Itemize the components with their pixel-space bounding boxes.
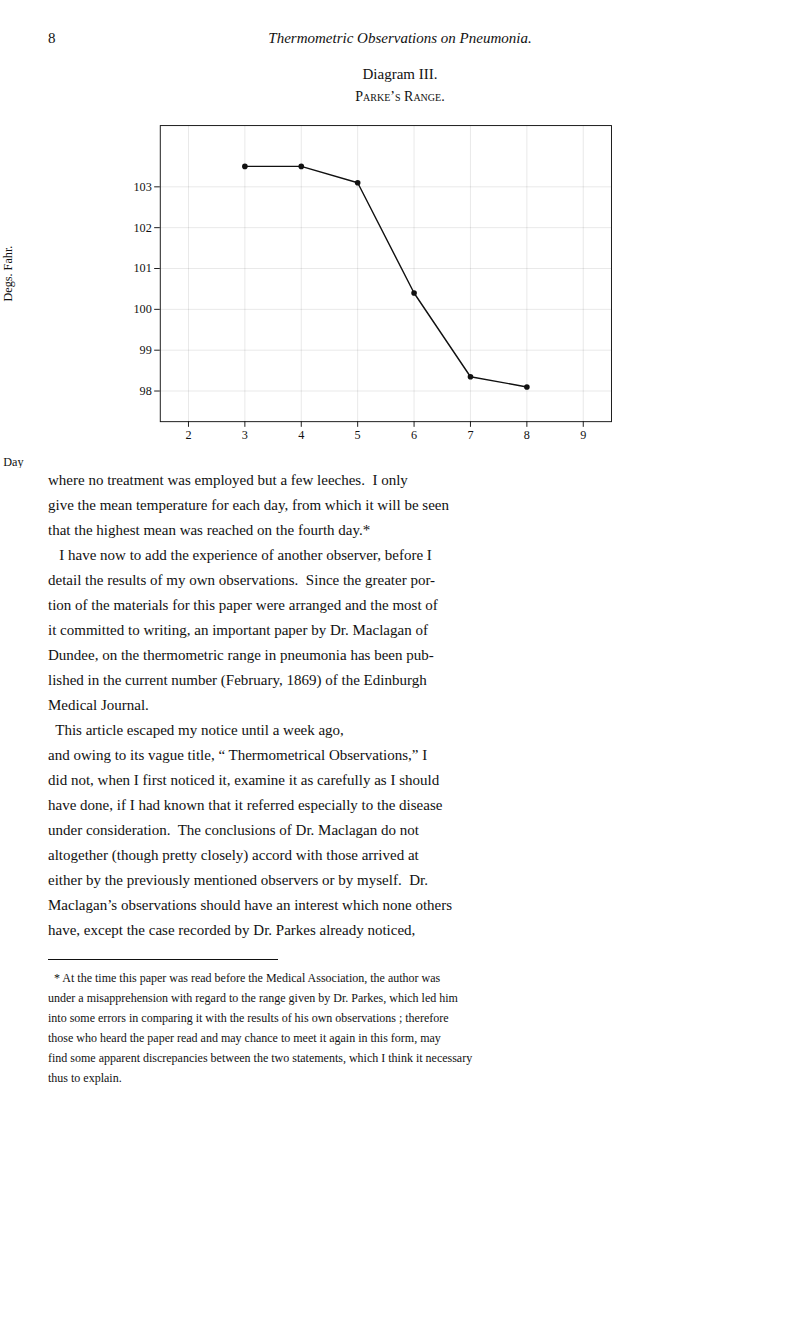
html-text:8: 8 xyxy=(48,30,56,46)
html-text:it committed to writing, an im: it committed to writing, an important pa… xyxy=(48,622,428,639)
svg-text:101: 101 xyxy=(134,261,152,275)
html-text:and owing to its vague title,: and owing to its vague title, “ Thermome… xyxy=(48,747,428,764)
html-text:Medical Journal.: Medical Journal. xyxy=(48,697,149,714)
svg-text:8: 8 xyxy=(524,428,530,442)
svg-text:4: 4 xyxy=(298,428,304,442)
svg-text:5: 5 xyxy=(355,428,361,442)
svg-text:7: 7 xyxy=(467,428,473,442)
html-text:have done, if I had known that: have done, if I had known that it referr… xyxy=(48,797,443,814)
html-text:Maclagan’s observations should: Maclagan’s observations should have an i… xyxy=(48,897,453,914)
html-text:have, except the case recorded: have, except the case recorded by Dr. Pa… xyxy=(48,922,416,939)
html-text:tion of the materials for this: tion of the materials for this paper wer… xyxy=(48,597,438,614)
html-text:Parke’s Range.: Parke’s Range. xyxy=(355,89,445,104)
html-text:Diagram III.: Diagram III. xyxy=(362,66,438,82)
svg-text:100: 100 xyxy=(134,302,152,316)
svg-text:102: 102 xyxy=(134,221,152,235)
svg-text:103: 103 xyxy=(134,180,152,194)
svg-text:Degs. Fahr.: Degs. Fahr. xyxy=(1,246,15,302)
svg-text:3: 3 xyxy=(242,428,248,442)
html-text:Thermometric Observations on P: Thermometric Observations on Pneumonia. xyxy=(268,30,532,46)
html-text:that the highest mean was reac: that the highest mean was reached on the… xyxy=(48,522,371,539)
html-text:This article escaped my notice: This article escaped my notice until a w… xyxy=(48,722,344,739)
svg-text:99: 99 xyxy=(140,343,152,357)
html-text:under a misapprehension with r: under a misapprehension with regard to t… xyxy=(48,991,458,1006)
html-text:either by the previously menti: either by the previously mentioned obser… xyxy=(48,872,428,889)
html-text:thus to explain.: thus to explain. xyxy=(48,1071,122,1086)
html-text:detail the results of my own o: detail the results of my own observation… xyxy=(48,572,436,589)
html-text:find some apparent discrepanci: find some apparent discrepancies between… xyxy=(48,1051,473,1066)
html-text:those who heard the paper read: those who heard the paper read and may c… xyxy=(48,1031,441,1046)
html-text:I have now to add the experien: I have now to add the experience of anot… xyxy=(48,547,432,564)
html-text:* At the time this paper was r: * At the time this paper was read before… xyxy=(48,971,441,986)
svg-text:2: 2 xyxy=(185,428,191,442)
html-text:Dundee, on the thermometric ra: Dundee, on the thermometric range in pne… xyxy=(48,647,434,664)
html-text:lished in the current number (: lished in the current number (February, … xyxy=(48,672,427,689)
html-text:into some errors in comparing: into some errors in comparing it with th… xyxy=(48,1011,449,1026)
html-text:did not, when I first noticed: did not, when I first noticed it, examin… xyxy=(48,772,440,789)
svg-text:Day: Day xyxy=(3,455,24,468)
html-text:altogether (though pretty clos: altogether (though pretty closely) accor… xyxy=(48,847,419,864)
html-text:where no treatment was employe: where no treatment was employed but a fe… xyxy=(48,472,408,489)
html-text:under consideration. The concl: under consideration. The conclusions of … xyxy=(48,822,419,839)
svg-text:6: 6 xyxy=(411,428,417,442)
svg-text:9: 9 xyxy=(580,428,586,442)
html-text:give the mean temperature for: give the mean temperature for each day, … xyxy=(48,497,449,514)
svg-text:98: 98 xyxy=(140,384,152,398)
